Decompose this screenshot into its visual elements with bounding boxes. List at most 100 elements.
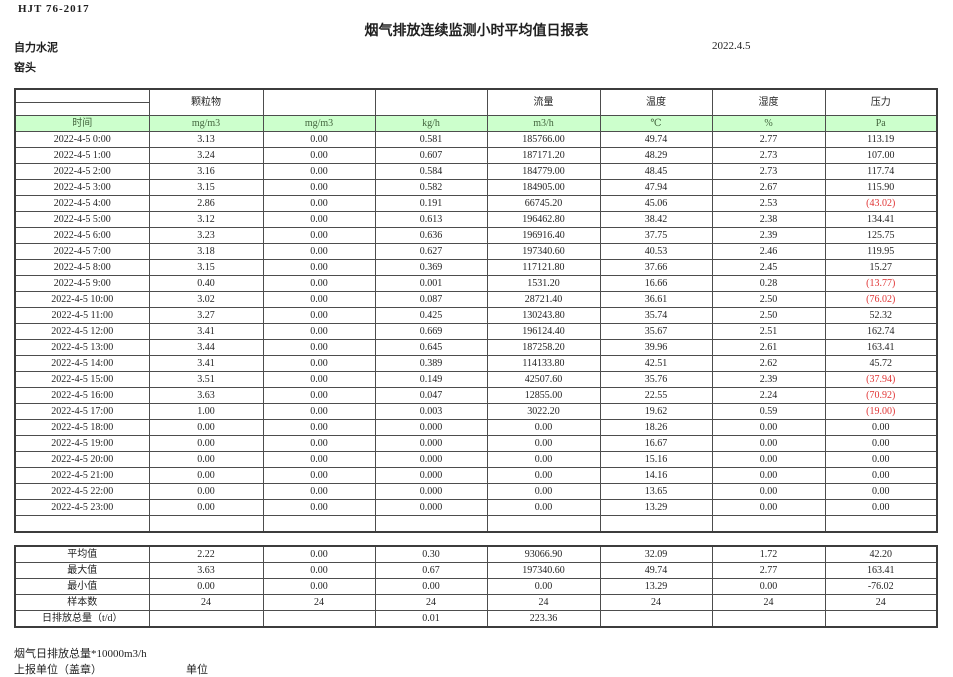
value-cell: 0.00 <box>711 451 826 468</box>
value-cell: 0.00 <box>824 483 938 500</box>
value-cell: 3.02 <box>148 291 264 308</box>
value-cell: 0.000 <box>374 419 488 436</box>
value-cell: 13.65 <box>599 483 713 500</box>
value-cell: 0.00 <box>148 499 264 516</box>
value-cell: 0.613 <box>374 211 488 228</box>
value-cell: 130243.80 <box>486 307 601 324</box>
value-cell: 0.00 <box>486 483 601 500</box>
value-cell: 119.95 <box>824 243 938 260</box>
value-cell: 0.00 <box>262 243 376 260</box>
value-cell: 115.90 <box>824 179 938 196</box>
value-cell: 3.15 <box>148 259 264 276</box>
value-cell: 35.67 <box>599 323 713 340</box>
value-cell: 45.06 <box>599 195 713 212</box>
summary-row: 日排放总量（t/d） 0.01 223.36 <box>14 610 938 628</box>
header-cell-empty <box>14 88 150 103</box>
value-cell: 16.67 <box>599 435 713 452</box>
time-cell: 2022-4-5 9:00 <box>14 275 150 292</box>
hourly-data-table: 颗粒物 流量 温度 湿度 压力 时间 mg/m3 mg/m3 kg/h m3/h… <box>14 88 938 533</box>
value-cell: 2.62 <box>711 355 826 372</box>
value-cell: 2.53 <box>711 195 826 212</box>
value-cell: 0.00 <box>824 467 938 484</box>
value-cell: 0.00 <box>262 275 376 292</box>
value-cell: (13.77) <box>824 275 938 292</box>
company-name: 自力水泥 <box>14 42 58 54</box>
value-cell: 0.00 <box>262 131 376 148</box>
time-cell: 2022-4-5 10:00 <box>14 291 150 308</box>
value-cell: 0.00 <box>262 323 376 340</box>
summary-value-cell: 1.72 <box>711 545 826 563</box>
header-cell-temperature: 温度 <box>599 88 713 116</box>
value-cell: 0.581 <box>374 131 488 148</box>
value-cell: 2.39 <box>711 371 826 388</box>
time-cell: 2022-4-5 0:00 <box>14 131 150 148</box>
value-cell: 0.00 <box>262 419 376 436</box>
value-cell: 0.00 <box>711 483 826 500</box>
value-cell: 3.27 <box>148 307 264 324</box>
value-cell: (76.02) <box>824 291 938 308</box>
table-row: 2022-4-5 8:00 3.15 0.00 0.369 117121.80 37.66… <box>14 259 938 276</box>
value-cell: 134.41 <box>824 211 938 228</box>
value-cell: 2.73 <box>711 147 826 164</box>
summary-value-cell <box>711 610 826 628</box>
summary-value-cell <box>262 610 376 628</box>
summary-value-cell: 24 <box>148 594 264 611</box>
units-cell: ℃ <box>599 115 713 132</box>
summary-value-cell: 13.29 <box>599 578 713 595</box>
value-cell: 187171.20 <box>486 147 601 164</box>
value-cell: 0.00 <box>711 467 826 484</box>
value-cell: 162.74 <box>824 323 938 340</box>
summary-row: 平均值 2.22 0.00 0.30 93066.90 32.09 1.72 42.20 <box>14 545 938 563</box>
summary-value-cell: 24 <box>599 594 713 611</box>
header-cell-empty <box>262 88 376 116</box>
summary-table: 平均值 2.22 0.00 0.30 93066.90 32.09 1.72 42.20 最大值… <box>14 545 938 628</box>
empty-cell <box>14 515 150 533</box>
empty-cell <box>486 515 601 533</box>
summary-value-cell <box>148 610 264 628</box>
value-cell: 66745.20 <box>486 195 601 212</box>
value-cell: 0.627 <box>374 243 488 260</box>
value-cell: 1.00 <box>148 403 264 420</box>
summary-value-cell: 0.00 <box>711 578 826 595</box>
value-cell: 0.00 <box>711 435 826 452</box>
value-cell: 0.607 <box>374 147 488 164</box>
summary-value-cell: 197340.60 <box>486 562 601 579</box>
value-cell: 2.46 <box>711 243 826 260</box>
value-cell: 0.00 <box>262 403 376 420</box>
summary-value-cell <box>824 610 938 628</box>
value-cell: 0.00 <box>824 451 938 468</box>
value-cell: 12855.00 <box>486 387 601 404</box>
summary-row: 样本数 24 24 24 24 24 24 24 <box>14 594 938 611</box>
time-cell: 2022-4-5 21:00 <box>14 467 150 484</box>
header-cell-empty <box>374 88 488 116</box>
value-cell: 2.61 <box>711 339 826 356</box>
value-cell: 0.00 <box>148 483 264 500</box>
value-cell: 0.000 <box>374 483 488 500</box>
value-cell: 0.00 <box>148 467 264 484</box>
value-cell: 48.29 <box>599 147 713 164</box>
table-row: 2022-4-5 5:00 3.12 0.00 0.613 196462.80 38.42… <box>14 211 938 228</box>
value-cell: 19.62 <box>599 403 713 420</box>
summary-value-cell: 2.22 <box>148 545 264 563</box>
value-cell: 2.45 <box>711 259 826 276</box>
value-cell: 0.00 <box>262 467 376 484</box>
value-cell: 3022.20 <box>486 403 601 420</box>
time-cell: 2022-4-5 5:00 <box>14 211 150 228</box>
summary-value-cell: 0.01 <box>374 610 488 628</box>
value-cell: 0.00 <box>262 371 376 388</box>
value-cell: 0.00 <box>148 435 264 452</box>
value-cell: 3.23 <box>148 227 264 244</box>
value-cell: 0.00 <box>262 291 376 308</box>
value-cell: 38.42 <box>599 211 713 228</box>
value-cell: (37.94) <box>824 371 938 388</box>
summary-value-cell: 93066.90 <box>486 545 601 563</box>
table-row: 2022-4-5 1:00 3.24 0.00 0.607 187171.20 48.29… <box>14 147 938 164</box>
value-cell: (19.00) <box>824 403 938 420</box>
value-cell: 0.149 <box>374 371 488 388</box>
value-cell: 35.76 <box>599 371 713 388</box>
table-row: 2022-4-5 18:00 0.00 0.00 0.000 0.00 18.26 0.00… <box>14 419 938 436</box>
value-cell: 0.00 <box>824 435 938 452</box>
table-row: 2022-4-5 16:00 3.63 0.00 0.047 12855.00 22.55… <box>14 387 938 404</box>
units-row: 时间 mg/m3 mg/m3 kg/h m3/h ℃ % Pa <box>14 115 938 132</box>
value-cell: 28721.40 <box>486 291 601 308</box>
